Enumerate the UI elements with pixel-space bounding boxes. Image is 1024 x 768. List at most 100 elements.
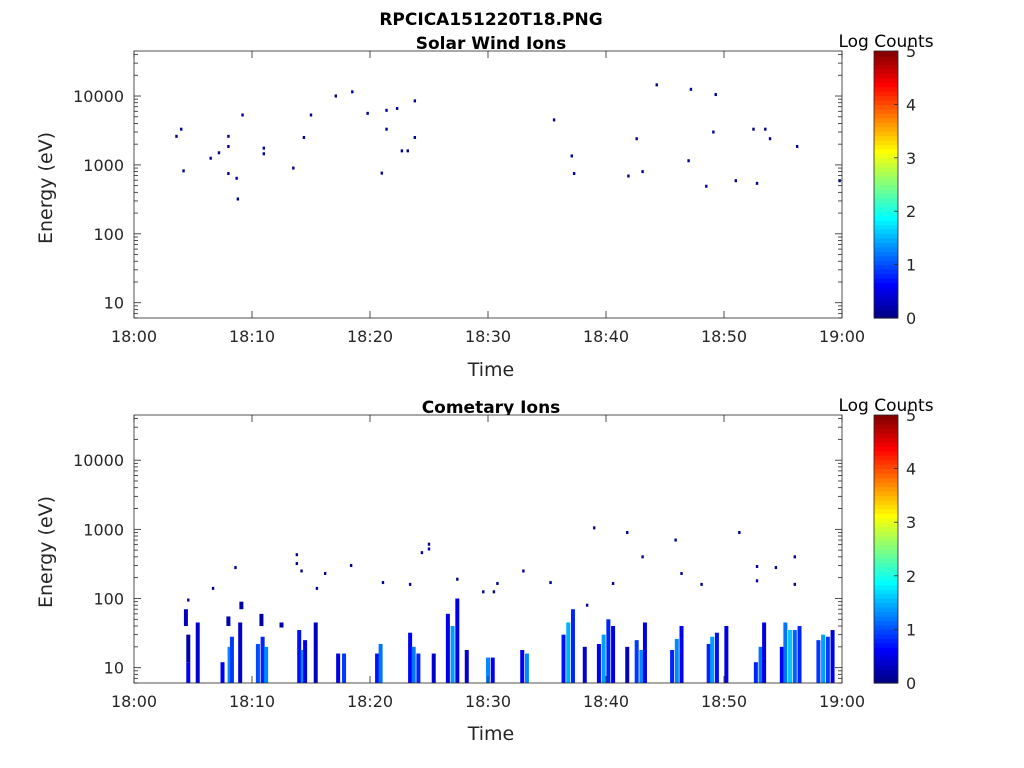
solar-wind-colorbar-segment bbox=[874, 108, 898, 114]
cometary-data-cell bbox=[611, 581, 615, 585]
solar-wind-data-cell bbox=[838, 179, 841, 183]
cometary-colorbar-segment bbox=[874, 428, 898, 434]
cometary-data-column bbox=[561, 634, 566, 683]
cometary-data-cell bbox=[187, 598, 190, 602]
cometary-colorbar-segment bbox=[874, 468, 898, 474]
cometary-x-tick-label: 19:00 bbox=[819, 692, 865, 711]
solar-wind-y-tick-label: 10000 bbox=[73, 87, 124, 106]
solar-wind-x-label: Time bbox=[467, 359, 515, 381]
cometary-y-tick-label: 1000 bbox=[83, 520, 124, 539]
cometary-data-column bbox=[342, 653, 347, 683]
cometary-colorbar-segment bbox=[874, 575, 898, 581]
solar-wind-x-tick-label: 19:00 bbox=[819, 327, 865, 346]
cometary-data-column bbox=[566, 622, 571, 683]
solar-wind-colorbar-segment bbox=[874, 184, 898, 190]
cometary-data-column bbox=[724, 626, 729, 683]
solar-wind-data-cell bbox=[395, 106, 399, 110]
cometary-data-column bbox=[601, 634, 606, 683]
cometary-colorbar-tick-label: 2 bbox=[906, 567, 916, 586]
solar-wind-data-cell bbox=[755, 181, 759, 185]
cometary-data-cell bbox=[700, 582, 703, 586]
solar-wind-data-cell bbox=[752, 127, 755, 131]
cometary-colorbar-segment bbox=[874, 459, 898, 465]
cometary-data-column bbox=[486, 657, 490, 683]
cometary-colorbar-segment bbox=[874, 482, 898, 488]
cometary-colorbar-segment bbox=[874, 517, 898, 523]
solar-wind-x-tick-label: 18:50 bbox=[701, 327, 747, 346]
cometary-colorbar-segment bbox=[874, 455, 898, 461]
solar-wind-colorbar-segment bbox=[874, 237, 898, 243]
solar-wind-data-cell bbox=[641, 170, 644, 174]
cometary-data-column bbox=[227, 646, 232, 683]
cometary-colorbar-segment bbox=[874, 571, 898, 577]
solar-wind-colorbar-segment bbox=[874, 99, 898, 105]
cometary-colorbar-segment bbox=[874, 464, 898, 470]
cometary-data-cell bbox=[482, 590, 485, 594]
solar-wind-data-cell bbox=[182, 169, 185, 173]
cometary-data-column bbox=[303, 640, 308, 683]
cometary-colorbar-segment bbox=[874, 678, 898, 684]
solar-wind-colorbar-segment bbox=[874, 273, 898, 279]
cometary-data-column bbox=[520, 650, 525, 683]
cometary-data-cell bbox=[420, 551, 424, 555]
solar-wind-data-cell bbox=[655, 83, 658, 87]
cometary-data-cell bbox=[496, 581, 499, 585]
cometary-data-cell bbox=[680, 571, 683, 575]
cometary-data-column bbox=[788, 630, 793, 683]
cometary-data-cell bbox=[674, 538, 677, 542]
cometary-data-column bbox=[762, 622, 767, 683]
solar-wind-colorbar-segment bbox=[874, 233, 898, 239]
cometary-colorbar-segment bbox=[874, 580, 898, 586]
cometary-colorbar-segment bbox=[874, 633, 898, 639]
cometary-colorbar-segment bbox=[874, 611, 898, 617]
cometary-data-column bbox=[524, 653, 529, 683]
cometary-data-column bbox=[570, 609, 575, 683]
cometary-colorbar-segment bbox=[874, 526, 898, 532]
cometary-colorbar-segment bbox=[874, 566, 898, 572]
solar-wind-colorbar-segment bbox=[874, 131, 898, 137]
solar-wind-data-cell bbox=[687, 159, 690, 163]
solar-wind-data-cell bbox=[413, 99, 417, 103]
cometary-colorbar-segment bbox=[874, 549, 898, 555]
figure-title: RPCICA151220T18.PNG bbox=[379, 10, 602, 30]
cometary-colorbar-segment bbox=[874, 441, 898, 447]
solar-wind-colorbar-segment bbox=[874, 220, 898, 226]
cometary-colorbar-tick-label: 5 bbox=[906, 406, 916, 425]
cometary-data-column bbox=[450, 626, 455, 683]
cometary-data-cell bbox=[427, 547, 431, 551]
solar-wind-data-cell bbox=[712, 130, 715, 134]
cometary-data-column bbox=[792, 630, 797, 683]
solar-wind-colorbar-segment bbox=[874, 157, 898, 163]
solar-wind-colorbar-segment bbox=[874, 215, 898, 221]
cometary-colorbar-segment bbox=[874, 504, 898, 510]
cometary-colorbar-segment bbox=[874, 620, 898, 626]
solar-wind-colorbar-segment bbox=[874, 246, 898, 252]
cometary-colorbar-segment bbox=[874, 584, 898, 590]
cometary-data-column bbox=[797, 626, 802, 683]
cometary-colorbar-segment bbox=[874, 508, 898, 514]
solar-wind-colorbar-segment bbox=[874, 95, 898, 101]
solar-wind-colorbar-tick-label: 0 bbox=[906, 309, 916, 328]
cometary-data-column bbox=[825, 636, 830, 683]
solar-wind-colorbar-segment bbox=[874, 309, 898, 315]
solar-wind-data-cell bbox=[400, 149, 404, 153]
solar-wind-colorbar-segment bbox=[874, 51, 898, 57]
cometary-data-cell bbox=[211, 586, 215, 590]
solar-wind-data-cell bbox=[227, 134, 230, 138]
solar-wind-colorbar-segment bbox=[874, 197, 898, 203]
cometary-data-column bbox=[753, 662, 758, 683]
cometary-data-column bbox=[378, 643, 383, 683]
cometary-colorbar-segment bbox=[874, 446, 898, 452]
cometary-data-column bbox=[611, 626, 616, 683]
cometary-colorbar-segment bbox=[874, 535, 898, 541]
solar-wind-data-cell bbox=[413, 135, 417, 139]
cometary-data-column bbox=[445, 613, 450, 683]
solar-wind-colorbar-segment bbox=[874, 304, 898, 310]
cometary-data-cell bbox=[549, 581, 552, 585]
cometary-colorbar-tick-label: 0 bbox=[906, 674, 916, 693]
solar-wind-x-tick-label: 18:10 bbox=[229, 327, 275, 346]
cometary-colorbar-segment bbox=[874, 647, 898, 653]
cometary-y-tick-label: 100 bbox=[93, 589, 124, 608]
solar-wind-colorbar-segment bbox=[874, 251, 898, 257]
cometary-data-cell bbox=[585, 603, 589, 607]
